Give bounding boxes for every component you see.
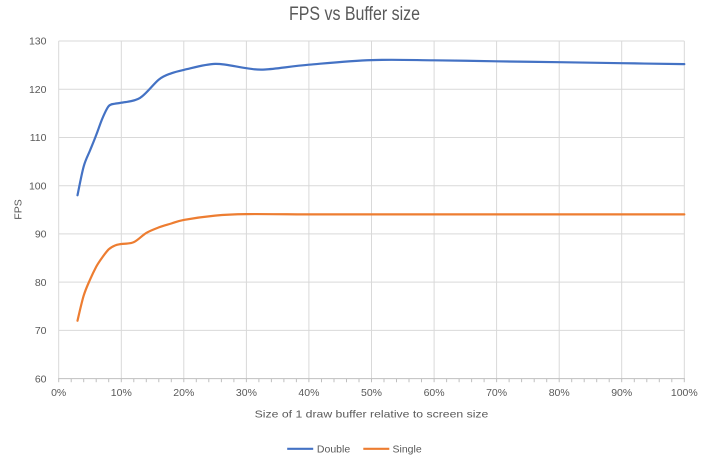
svg-text:90%: 90% [611, 387, 632, 399]
svg-text:30%: 30% [236, 387, 257, 399]
svg-text:FPS: FPS [13, 199, 25, 219]
svg-text:40%: 40% [298, 387, 319, 399]
svg-text:70%: 70% [486, 387, 507, 399]
svg-text:50%: 50% [361, 387, 382, 399]
svg-text:70: 70 [35, 325, 47, 337]
svg-text:130: 130 [29, 36, 47, 48]
svg-text:20%: 20% [173, 387, 194, 399]
svg-text:10%: 10% [111, 387, 132, 399]
svg-text:FPS vs Buffer size: FPS vs Buffer size [289, 3, 420, 25]
svg-text:60: 60 [35, 373, 47, 385]
svg-text:Size of 1 draw buffer relative: Size of 1 draw buffer relative to screen… [255, 408, 489, 420]
svg-text:100%: 100% [671, 387, 698, 399]
svg-text:60%: 60% [424, 387, 445, 399]
svg-text:Single: Single [393, 444, 422, 456]
svg-text:110: 110 [30, 132, 47, 144]
svg-text:100: 100 [29, 180, 47, 192]
svg-text:120: 120 [29, 84, 47, 96]
svg-text:80: 80 [35, 277, 47, 289]
svg-text:0%: 0% [51, 387, 66, 399]
svg-text:Double: Double [317, 444, 350, 456]
svg-text:80%: 80% [549, 387, 570, 399]
svg-text:90: 90 [35, 229, 47, 241]
